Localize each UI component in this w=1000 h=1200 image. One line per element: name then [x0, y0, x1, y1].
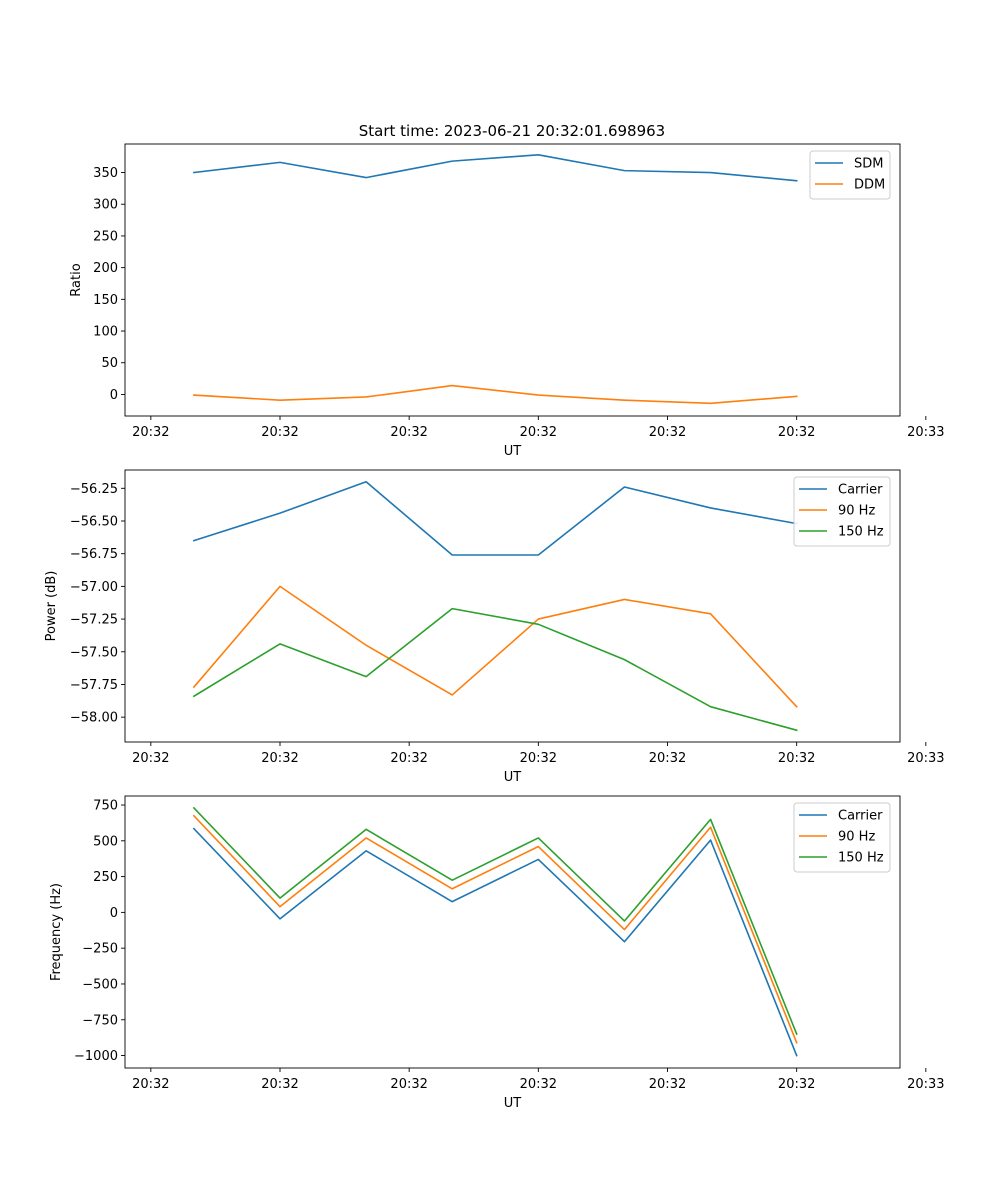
y-tick-label: 500 [93, 834, 118, 849]
x-tick-label: 20:32 [390, 425, 427, 440]
x-tick-label: 20:32 [649, 1077, 686, 1092]
axes-frame [124, 469, 901, 743]
series-line-carrier [192, 827, 798, 1057]
legend-label-ddm: DDM [854, 178, 885, 193]
x-tick-label: 20:32 [132, 1077, 169, 1092]
x-tick-label: 20:32 [649, 425, 686, 440]
legend-box [793, 802, 891, 873]
y-tick-label: −1000 [74, 1049, 118, 1064]
x-tick-label: 20:32 [261, 751, 298, 766]
ratio-panel: 20:32 20:32 20:32 20:32 20:32 20:32 20:33 0 50 10… [69, 143, 945, 459]
y-tick-label: −57.75 [70, 678, 118, 693]
y-tick-label: −58.00 [70, 711, 118, 726]
legend-label-carrier: Carrier [838, 483, 883, 498]
x-tick-label: 20:33 [907, 751, 944, 766]
y-axis-label: Power (dB) [44, 571, 59, 642]
x-tick-label: 20:32 [520, 425, 557, 440]
series-line-150-hz [192, 806, 798, 1036]
x-tick-label: 20:32 [261, 425, 298, 440]
y-tick-label: 750 [93, 799, 118, 814]
axes-frame [124, 795, 901, 1069]
legend: Carrier 90 Hz 150 Hz [793, 476, 891, 547]
legend-label-150-hz: 150 Hz [838, 851, 884, 866]
y-tick-label: 200 [93, 261, 118, 276]
x-tick-label: 20:32 [520, 751, 557, 766]
legend-label-sdm: SDM [854, 157, 883, 172]
y-tick-label: 0 [110, 388, 118, 403]
x-tick-label: 20:32 [778, 425, 815, 440]
y-axis-label: Frequency (Hz) [49, 883, 64, 981]
series-line-ddm [193, 384, 798, 405]
legend-label-150-hz: 150 Hz [838, 525, 884, 540]
y-tick-label: 100 [93, 325, 118, 340]
axes-frame [124, 143, 901, 417]
series-line-sdm [193, 153, 798, 182]
x-tick-label: 20:32 [390, 1077, 427, 1092]
series-line-90-hz [192, 585, 798, 708]
legend-box [793, 476, 891, 547]
y-tick-label: −250 [82, 942, 118, 957]
y-tick-label: 50 [101, 356, 118, 371]
y-tick-label: 350 [93, 166, 118, 181]
y-tick-label: 250 [93, 229, 118, 244]
x-tick-label: 20:32 [520, 1077, 557, 1092]
x-tick-label: 20:32 [132, 751, 169, 766]
y-tick-label: −56.25 [70, 482, 118, 497]
x-tick-label: 20:32 [649, 751, 686, 766]
legend-label-carrier: Carrier [838, 809, 883, 824]
y-tick-label: 300 [93, 198, 118, 213]
x-tick-label: 20:32 [390, 751, 427, 766]
power-panel: 20:32 20:32 20:32 20:32 20:32 20:32 20:33 −58.0… [44, 469, 945, 785]
y-tick-label: −500 [82, 977, 118, 992]
frequency-panel: 20:32 20:32 20:32 20:32 20:32 20:32 20:33 −1000… [49, 795, 945, 1111]
x-tick-label: 20:32 [778, 1077, 815, 1092]
y-tick-label: 250 [93, 870, 118, 885]
y-tick-label: −57.50 [70, 645, 118, 660]
x-tick-label: 20:33 [907, 1077, 944, 1092]
y-tick-label: 150 [93, 293, 118, 308]
x-axis-label: UT [504, 1096, 522, 1111]
x-tick-label: 20:32 [261, 1077, 298, 1092]
legend-label-90-hz: 90 Hz [838, 830, 875, 845]
y-tick-label: −57.00 [70, 580, 118, 595]
series-line-150-hz [192, 607, 798, 732]
y-axis-label: Ratio [69, 263, 84, 296]
x-tick-label: 20:33 [907, 425, 944, 440]
series-line-carrier [192, 480, 798, 556]
x-tick-label: 20:32 [132, 425, 169, 440]
x-axis-label: UT [504, 770, 522, 785]
legend: SDM DDM [809, 150, 891, 200]
y-tick-label: 0 [110, 906, 118, 921]
x-tick-label: 20:32 [778, 751, 815, 766]
x-axis-label: UT [504, 444, 522, 459]
y-tick-label: −750 [82, 1013, 118, 1028]
y-tick-label: −56.75 [70, 547, 118, 562]
chart-title: Start time: 2023-06-21 20:32:01.698963 [359, 122, 665, 140]
y-tick-label: −57.25 [70, 613, 118, 628]
legend-label-90-hz: 90 Hz [838, 504, 875, 519]
y-tick-label: −56.50 [70, 515, 118, 530]
series-line-90-hz [192, 814, 798, 1044]
legend: Carrier 90 Hz 150 Hz [793, 802, 891, 873]
